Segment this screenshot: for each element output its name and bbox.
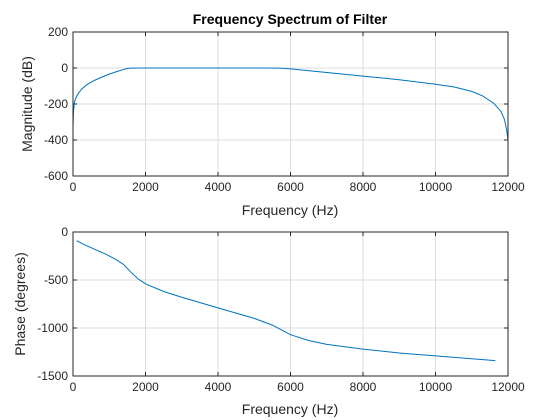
magnitude-y-tick-label: -200: [44, 97, 68, 111]
phase-ticks: 0 2000 4000 6000 8000 10000 12000 -1500 -1000 -50…: [37, 225, 525, 394]
phase-x-tick-label: 0: [70, 380, 77, 394]
magnitude-x-tick-label: 0: [70, 180, 77, 194]
phase-y-tick-label: 0: [61, 225, 68, 239]
magnitude-axes-frame: [72, 31, 509, 177]
phase-x-axis-label: Frequency (Hz): [242, 401, 338, 417]
magnitude-x-tick-label: 8000: [350, 180, 377, 194]
phase-x-tick-label: 2000: [132, 380, 159, 394]
phase-x-tick-label: 6000: [277, 380, 304, 394]
phase-y-tick-label: -1000: [37, 321, 68, 335]
magnitude-y-tick-label: 0: [61, 61, 68, 75]
phase-x-tick-label: 4000: [205, 380, 232, 394]
phase-y-axis-label: Phase (degrees): [12, 252, 28, 356]
phase-x-tick-label: 10000: [419, 380, 453, 394]
magnitude-plot: Frequency Spectrum of Filter 0 2000 4000 60…: [19, 11, 525, 218]
magnitude-y-axis-label: Magnitude (dB): [19, 56, 35, 152]
phase-x-tick-label: 12000: [491, 380, 525, 394]
phase-axes-frame: [72, 231, 509, 377]
phase-y-tick-label: -500: [44, 273, 68, 287]
chart-title: Frequency Spectrum of Filter: [193, 11, 388, 27]
magnitude-x-tick-label: 2000: [132, 180, 159, 194]
magnitude-x-tick-label: 4000: [205, 180, 232, 194]
magnitude-y-tick-label: -600: [44, 169, 68, 183]
magnitude-ticks: 0 2000 4000 6000 8000 10000 12000 -600 -400 -200 0…: [44, 25, 525, 194]
magnitude-x-tick-label: 10000: [419, 180, 453, 194]
magnitude-x-axis-label: Frequency (Hz): [242, 202, 338, 218]
magnitude-y-tick-label: -400: [44, 133, 68, 147]
phase-y-tick-label: -1500: [37, 369, 68, 383]
magnitude-series-line: [72, 67, 509, 141]
magnitude-x-tick-label: 12000: [491, 180, 525, 194]
phase-series-line: [76, 240, 496, 362]
magnitude-y-tick-label: 200: [48, 25, 68, 39]
magnitude-x-tick-label: 6000: [277, 180, 304, 194]
phase-x-tick-label: 8000: [350, 380, 377, 394]
phase-grid: [73, 232, 508, 376]
phase-plot: 0 2000 4000 6000 8000 10000 12000 -1500 -1000 -50…: [12, 225, 525, 417]
